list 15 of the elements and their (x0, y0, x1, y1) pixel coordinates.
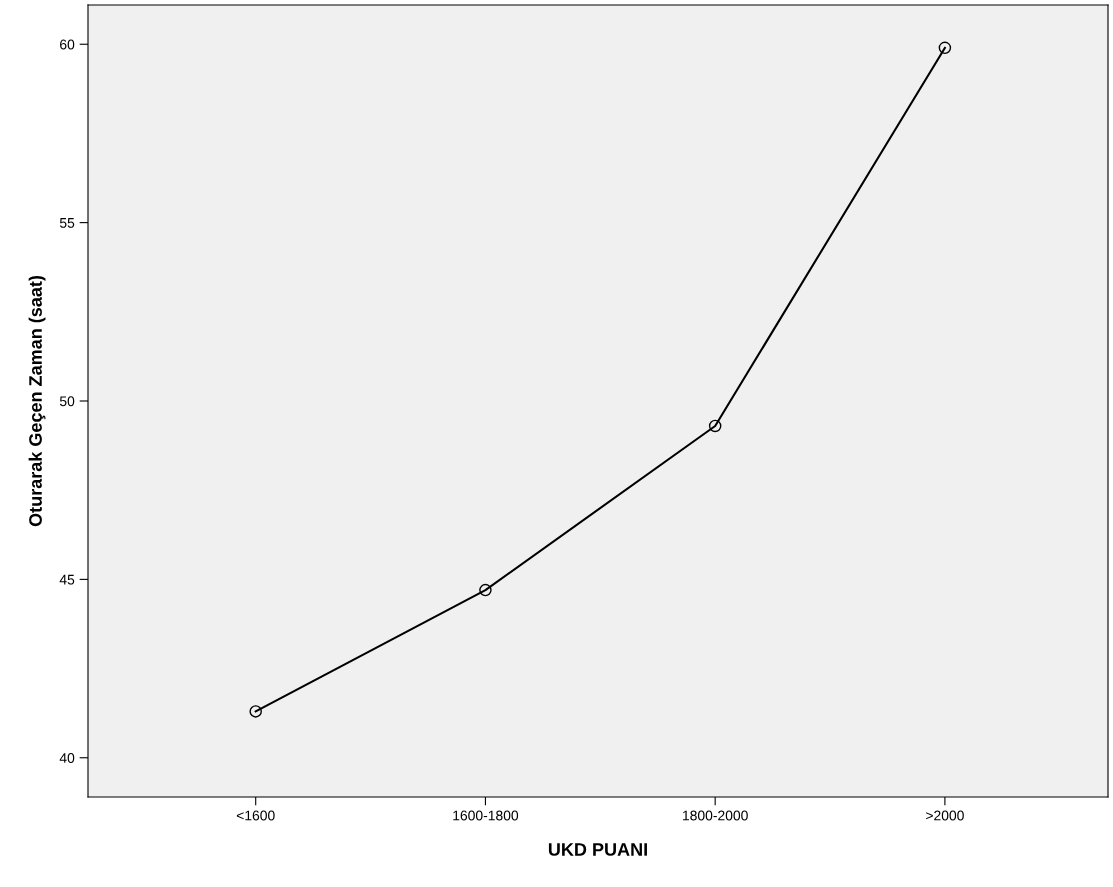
y-tick-label: 40 (59, 753, 75, 763)
y-tick-label: 50 (59, 396, 75, 407)
x-tick-label: 1600-1800 (453, 810, 519, 821)
point (479, 583, 492, 597)
y-tick-label: 60 (60, 39, 75, 50)
y-tick-label: 55 (59, 218, 75, 228)
point (708, 419, 722, 433)
y-tick-label: 45 (59, 574, 75, 585)
x-tick-label: <1600 (236, 810, 275, 821)
y-axis-title: Oturarak Geçen Zaman (saat) (28, 275, 46, 527)
x-tick-label: 1800-2000 (683, 810, 748, 821)
x-axis-title: UKD PUANI (548, 843, 647, 856)
point (938, 41, 952, 55)
x-tick-label: >2000 (926, 810, 964, 821)
point (249, 705, 262, 718)
